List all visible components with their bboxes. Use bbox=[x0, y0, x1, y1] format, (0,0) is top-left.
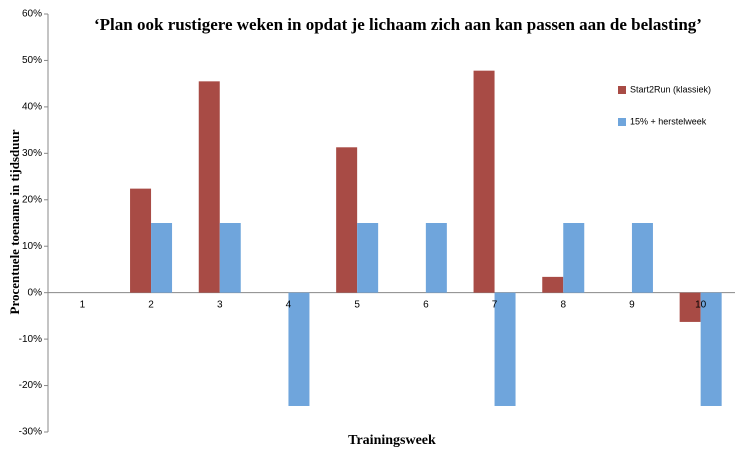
legend-label: 15% + herstelweek bbox=[630, 116, 707, 126]
legend-label: Start2Run (klassiek) bbox=[630, 84, 711, 94]
y-tick-label: 60% bbox=[22, 9, 42, 20]
x-tick-label: 5 bbox=[354, 299, 360, 310]
legend-swatch bbox=[618, 86, 626, 94]
bar bbox=[631, 223, 653, 293]
bar bbox=[494, 292, 516, 406]
bar bbox=[700, 292, 722, 406]
legend-swatch bbox=[618, 118, 626, 126]
x-tick-label: 6 bbox=[423, 299, 429, 310]
x-tick-label: 7 bbox=[492, 299, 498, 310]
bar bbox=[219, 223, 241, 293]
bar bbox=[130, 188, 152, 293]
chart-title: ‘Plan ook rustigere weken in opdat je li… bbox=[94, 15, 702, 34]
y-tick-label: -20% bbox=[19, 380, 42, 391]
x-tick-label: 10 bbox=[695, 299, 707, 310]
bar bbox=[288, 292, 310, 406]
bar bbox=[198, 81, 220, 293]
y-tick-label: 0% bbox=[28, 287, 43, 298]
bar bbox=[473, 70, 495, 293]
bar bbox=[357, 223, 379, 293]
y-axis-label: Procentuele toename in tijdsduur bbox=[7, 129, 22, 314]
y-tick-label: 50% bbox=[22, 55, 42, 66]
y-tick-label: -30% bbox=[19, 427, 42, 438]
bar bbox=[542, 276, 564, 293]
bar bbox=[151, 223, 173, 293]
x-tick-label: 2 bbox=[148, 299, 154, 310]
x-tick-label: 3 bbox=[217, 299, 223, 310]
bar bbox=[679, 292, 701, 322]
y-tick-label: 20% bbox=[22, 194, 42, 205]
bar bbox=[563, 223, 585, 293]
x-tick-label: 4 bbox=[286, 299, 292, 310]
x-tick-label: 1 bbox=[80, 299, 86, 310]
y-tick-label: -10% bbox=[19, 334, 42, 345]
bar bbox=[425, 223, 447, 293]
y-tick-label: 10% bbox=[22, 241, 42, 252]
y-tick-label: 30% bbox=[22, 148, 42, 159]
x-tick-label: 8 bbox=[560, 299, 566, 310]
bar bbox=[336, 147, 358, 293]
x-tick-label: 9 bbox=[629, 299, 635, 310]
x-axis-label: Trainingsweek bbox=[348, 433, 436, 448]
y-tick-label: 40% bbox=[22, 102, 42, 113]
